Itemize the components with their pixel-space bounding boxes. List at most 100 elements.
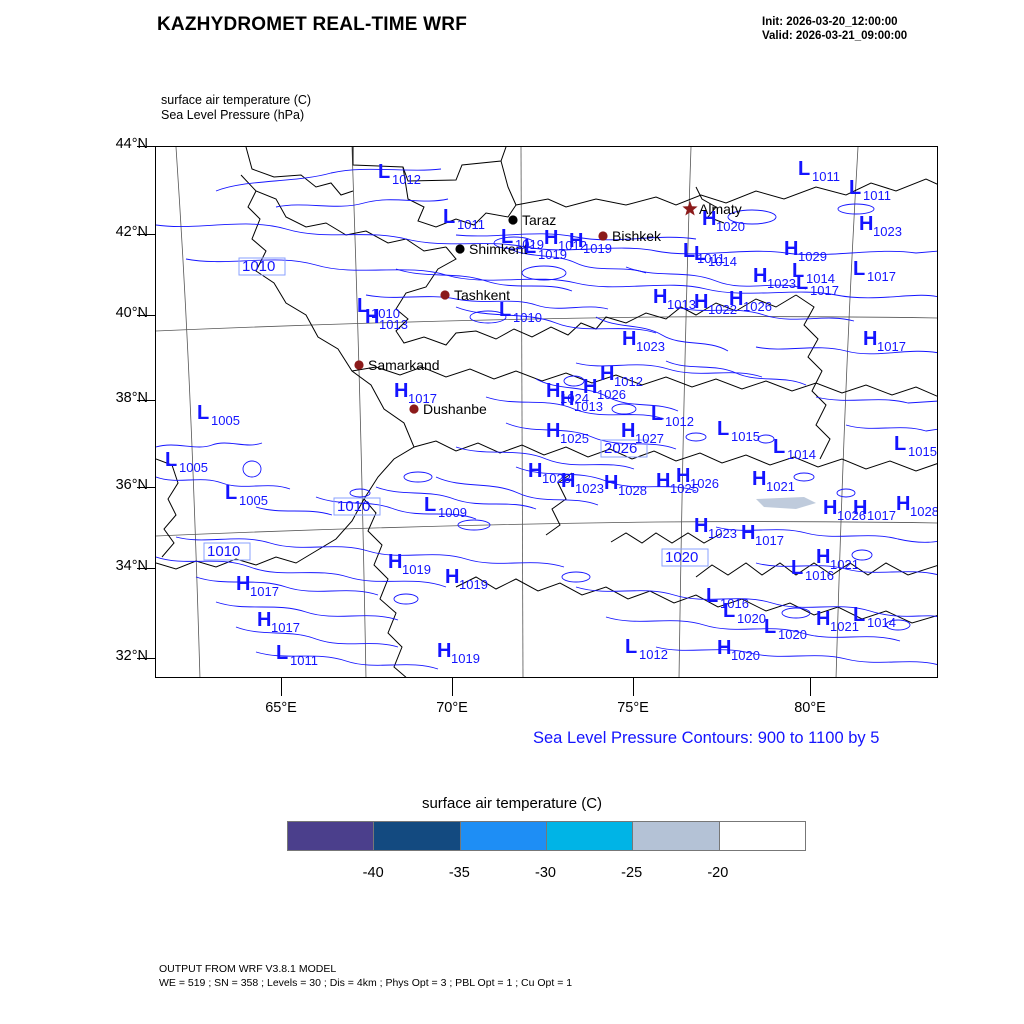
high-pressure-marker: H 1023 [528,460,571,486]
svg-text:H: H [561,470,575,492]
svg-text:H: H [583,376,597,398]
svg-text:L: L [524,236,536,258]
lat-tick-label: 42°N [115,224,148,240]
svg-text:H: H [528,460,542,482]
high-pressure-marker: H 1019 [569,230,612,256]
low-pressure-marker: L 1014 [773,436,816,462]
valid-time-label: Valid: 2026-03-21_09:00:00 [762,30,908,42]
field-caption-pressure: Sea Level Pressure (hPa) [161,108,305,122]
city-label: Dushanbe [423,401,487,417]
svg-text:H: H [546,380,560,402]
high-pressure-marker: H 1012 [544,227,587,253]
svg-text:1019: 1019 [515,237,544,252]
low-pressure-marker: L 1011 [683,240,725,266]
svg-text:1025: 1025 [670,481,699,496]
high-pressure-marker: H 1022 [694,291,737,317]
colorbar-segment [373,822,460,850]
svg-text:H: H [896,493,910,515]
svg-text:H: H [236,573,250,595]
svg-text:1026: 1026 [597,387,626,402]
lat-tick-label: 38°N [115,390,148,406]
svg-text:1023: 1023 [708,526,737,541]
low-pressure-marker: L 1011 [443,206,485,232]
init-time-label: Init: 2026-03-20_12:00:00 [762,16,898,28]
svg-text:H: H [437,640,451,662]
high-pressure-marker: H 1023 [753,265,796,291]
svg-text:L: L [683,240,695,262]
high-pressure-marker: H 1017 [863,328,906,354]
high-pressure-marker: H 1013 [653,286,696,312]
svg-text:H: H [702,208,716,230]
high-pressure-marker: H 1029 [784,238,827,264]
svg-text:H: H [816,608,830,630]
svg-text:1020: 1020 [716,219,745,234]
lat-tick-mark [137,487,155,488]
high-pressure-marker: H 1023 [561,470,604,496]
city-markers: Almaty Taraz Bishkek Shimkent Tashkent Samark… [354,201,742,417]
low-pressure-marker: L 1020 [764,616,807,642]
svg-text:1011: 1011 [812,169,840,184]
high-pressure-marker: H 1028 [604,472,647,498]
svg-text:1005: 1005 [179,460,208,475]
lat-tick-mark [137,658,155,659]
high-pressure-marker: H 1020 [702,208,745,234]
lon-tick-label: 75°E [617,700,649,716]
svg-text:H: H [859,213,873,235]
lat-tick-label: 32°N [115,648,148,664]
city-label: Bishkek [612,228,662,244]
svg-text:1027: 1027 [635,431,664,446]
svg-text:L: L [424,494,436,516]
low-pressure-marker: L 1009 [424,494,467,520]
coastlines [156,147,937,677]
svg-text:L: L [717,418,729,440]
svg-text:1011: 1011 [290,653,318,668]
colorbar-segment [459,822,546,850]
low-pressure-marker: L 1014 [853,604,896,630]
colorbar-segment [288,822,374,850]
weather-map[interactable]: 1010 1010 1010 2026 1020 Almaty Taraz Bishkek S… [155,146,938,678]
city-label: Samarkand [368,357,440,373]
svg-text:H: H [729,288,743,310]
svg-text:1015: 1015 [731,429,760,444]
svg-text:L: L [792,260,804,282]
colorbar-tick-label: -25 [621,865,643,881]
high-pressure-marker: H 1026 [823,497,866,523]
svg-text:L: L [723,600,735,622]
footer-line-1: OUTPUT FROM WRF V3.8.1 MODEL [159,963,337,975]
svg-text:L: L [791,557,803,579]
lon-tick-mark [633,678,634,696]
svg-text:1012: 1012 [639,647,668,662]
svg-text:1026: 1026 [837,508,866,523]
low-pressure-marker: L 1019 [501,226,544,252]
high-pressure-marker: H 1017 [741,522,784,548]
svg-text:L: L [651,403,663,425]
svg-text:H: H [823,497,837,519]
svg-text:1020: 1020 [778,627,807,642]
city-label: Shimkent [469,241,527,257]
low-pressure-marker: L 1005 [197,402,240,428]
svg-text:L: L [853,604,865,626]
lat-tick-label: 34°N [115,558,148,574]
svg-text:1016: 1016 [720,596,749,611]
svg-text:H: H [694,515,708,537]
run-info-block: Init: 2026-03-20_12:00:00 Valid: 2026-03… [762,15,907,43]
svg-text:L: L [443,206,455,228]
svg-text:H: H [784,238,798,260]
lon-tick-mark [281,678,282,696]
lat-tick-mark [137,315,155,316]
high-pressure-marker: H 1017 [394,380,437,406]
city-dot-icon [440,290,450,300]
svg-text:1013: 1013 [574,399,603,414]
svg-text:1017: 1017 [877,339,906,354]
svg-text:L: L [694,243,706,265]
svg-text:H: H [600,363,614,385]
svg-text:1025: 1025 [560,431,589,446]
lon-tick-mark [452,678,453,696]
svg-text:1005: 1005 [211,413,240,428]
svg-text:H: H [653,286,667,308]
high-pressure-marker: H 1017 [257,609,300,635]
svg-text:H: H [365,306,379,328]
svg-text:1009: 1009 [438,505,467,520]
colorbar-tick-label: -35 [448,865,470,881]
svg-text:L: L [276,642,288,664]
